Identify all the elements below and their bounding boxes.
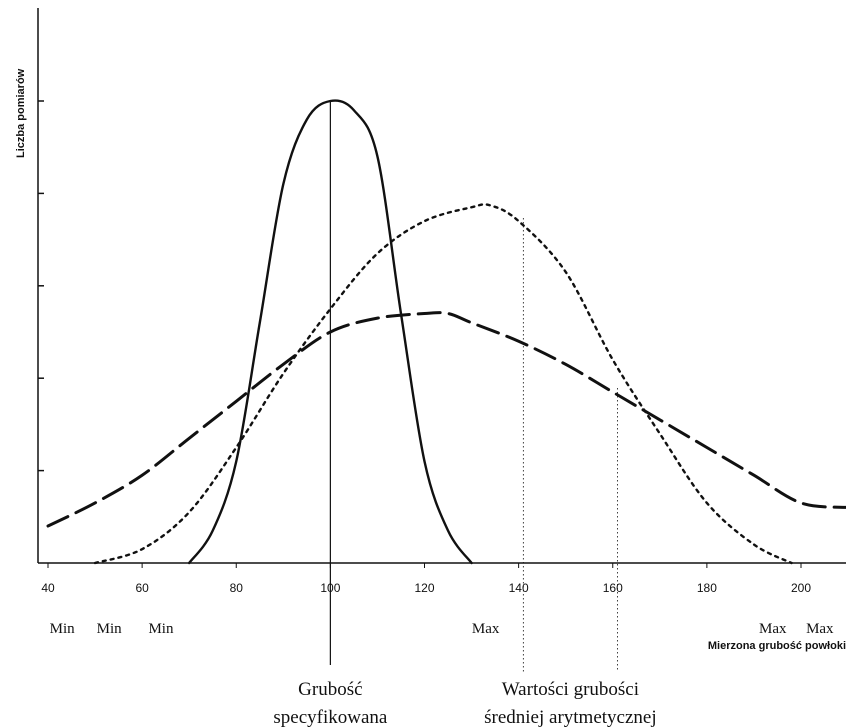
min-label: Min xyxy=(148,621,174,637)
series-line-dotted xyxy=(93,203,793,565)
max-label: Max xyxy=(759,621,787,637)
reference-lines xyxy=(329,101,618,672)
x-tick-label: 140 xyxy=(509,581,529,595)
annotation-line: Wartości grubości xyxy=(502,679,639,700)
min-max-labels: Min Min Min Max Max Max xyxy=(50,621,834,637)
annotation-line: specyfikowana xyxy=(273,707,388,728)
x-axis-label: Mierzona grubość powłoki xyxy=(708,640,846,652)
series-group xyxy=(46,99,846,565)
y-axis-label: Liczba pomiarów xyxy=(15,68,27,158)
x-tick-label: 180 xyxy=(697,581,717,595)
series-line-solid xyxy=(187,99,473,565)
annotation-specified-thickness: Grubość specyfikowana xyxy=(273,679,388,728)
x-tick-label: 80 xyxy=(230,581,244,595)
max-label: Max xyxy=(472,621,500,637)
annotation-line: Grubość xyxy=(298,679,362,700)
annotation-line: średniej arytmetycznej xyxy=(484,707,657,728)
y-ticks xyxy=(38,100,44,472)
x-tick-label: 200 xyxy=(791,581,811,595)
series-line-dashed xyxy=(46,311,846,528)
min-label: Min xyxy=(50,621,76,637)
x-tick-label: 60 xyxy=(135,581,149,595)
x-tick-label: 160 xyxy=(603,581,623,595)
x-tick-label: 120 xyxy=(414,581,434,595)
annotations: Grubość specyfikowana Wartości grubości śre… xyxy=(273,679,656,728)
min-label: Min xyxy=(97,621,123,637)
max-label: Max xyxy=(806,621,834,637)
x-tick-label: 40 xyxy=(41,581,55,595)
annotation-mean-values: Wartości grubości średniej arytmetycznej xyxy=(484,679,657,728)
x-ticks: 40 60 80 100 120 140 160 180 200 xyxy=(41,563,811,595)
